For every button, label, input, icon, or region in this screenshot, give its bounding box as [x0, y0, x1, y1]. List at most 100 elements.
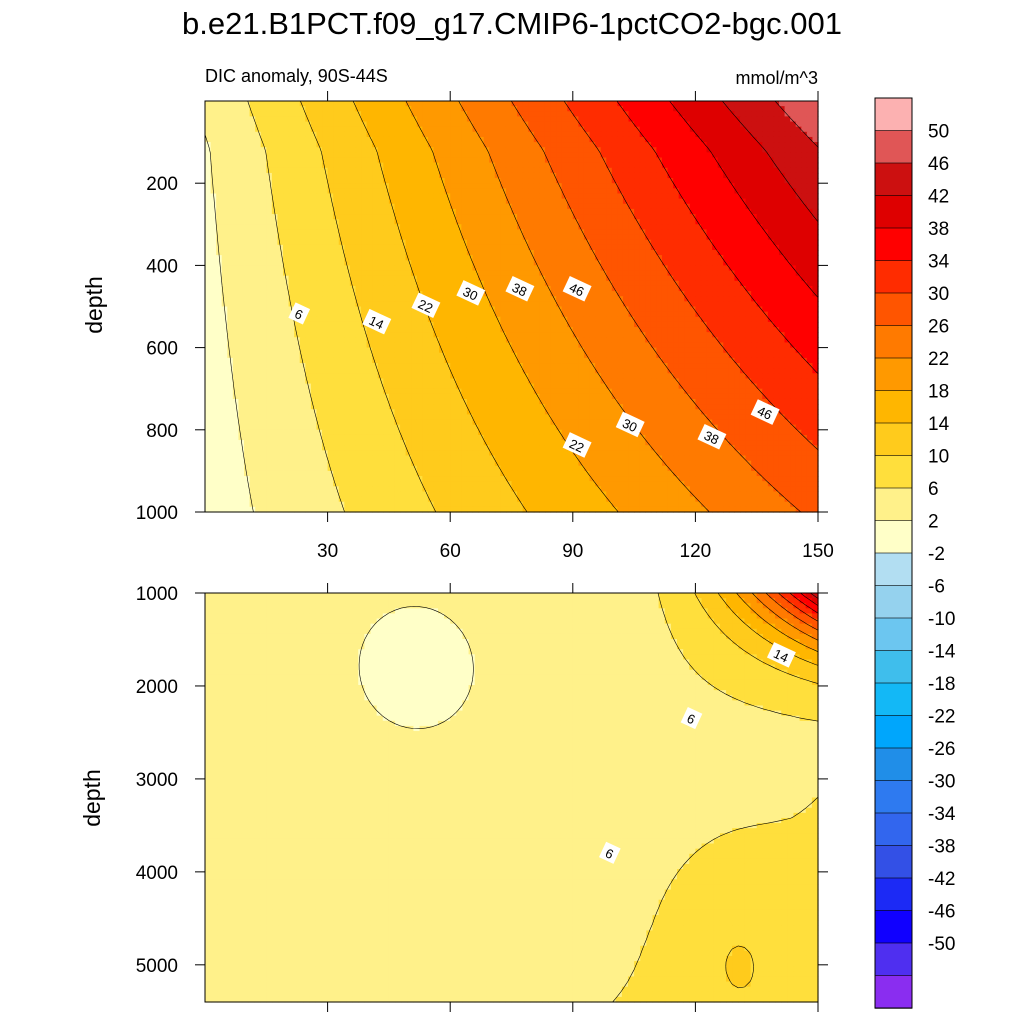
contour-cell: [790, 136, 797, 143]
contour-cell: [322, 229, 329, 236]
contour-cell: [366, 255, 373, 261]
contour-cell: [400, 203, 407, 210]
contour-cell: [439, 101, 446, 107]
contour-cell: [283, 311, 290, 318]
contour-cell: [422, 208, 429, 215]
contour-cell: [673, 116, 680, 123]
contour-cell: [377, 229, 384, 236]
contour-cell: [572, 203, 579, 210]
contour-cell: [461, 106, 468, 112]
contour-cell: [784, 116, 791, 123]
contour-cell: [294, 203, 301, 210]
contour-cell: [773, 260, 780, 266]
contour-cell: [249, 306, 256, 313]
contour-cell: [500, 239, 507, 246]
contour-cell: [322, 183, 329, 189]
contour-cell: [634, 131, 641, 138]
contour-cell: [689, 249, 696, 256]
contour-cell: [505, 178, 513, 184]
contour-cell: [801, 121, 808, 128]
contour-cell: [361, 270, 368, 277]
contour-cell: [205, 183, 212, 189]
contour-cell: [511, 136, 518, 143]
contour-cell: [366, 142, 373, 148]
contour-cell: [634, 172, 641, 179]
contour-cell: [767, 167, 775, 174]
contour-cell: [338, 106, 345, 112]
contour-cell: [249, 321, 256, 328]
contour-cell: [717, 111, 724, 118]
contour-cell: [723, 301, 730, 308]
contour-cell: [478, 147, 485, 153]
contour-cell: [227, 321, 234, 328]
contour-cell: [444, 224, 451, 231]
contour-cell: [277, 234, 284, 241]
contour-cell: [689, 301, 696, 308]
contour-cell: [461, 275, 468, 282]
contour-cell: [556, 214, 563, 220]
contour-cell: [511, 172, 518, 179]
contour-cell: [383, 234, 390, 241]
contour-cell: [422, 280, 429, 287]
contour-cell: [277, 224, 284, 231]
contour-cell: [344, 285, 351, 292]
contour-cell: [310, 234, 318, 241]
contour-cell: [700, 152, 708, 159]
contour-cell: [728, 183, 736, 189]
contour-cell: [700, 296, 708, 302]
contour-cell: [439, 332, 446, 338]
contour-cell: [232, 301, 240, 308]
contour-cell: [310, 203, 318, 210]
contour-cell: [801, 188, 808, 195]
contour-cell: [756, 203, 763, 210]
contour-cell: [216, 219, 223, 225]
contour-cell: [316, 285, 323, 292]
contour-cell: [366, 121, 373, 128]
contour-cell: [806, 265, 814, 272]
contour-cell: [394, 126, 401, 133]
contour-cell: [628, 116, 635, 123]
contour-cell: [444, 311, 451, 318]
contour-cell: [333, 291, 340, 297]
contour-cell: [661, 229, 669, 236]
contour-cell: [756, 106, 763, 112]
contour-cell: [294, 208, 301, 215]
contour-cell: [728, 106, 736, 112]
contour-cell: [561, 234, 568, 241]
contour-cell: [528, 157, 535, 164]
contour-cell: [583, 229, 591, 236]
contour-cell: [517, 178, 524, 184]
contour-cell: [773, 306, 780, 313]
contour-cell: [344, 332, 351, 338]
contour-cell: [617, 142, 624, 148]
contour-cell: [572, 188, 579, 195]
contour-cell: [600, 260, 607, 266]
contour-cell: [489, 147, 496, 153]
contour-cell: [561, 219, 568, 225]
contour-cell: [784, 224, 791, 231]
contour-cell: [244, 327, 251, 333]
contour-cell: [539, 147, 546, 153]
contour-cell: [450, 172, 457, 179]
contour-cell: [739, 126, 747, 133]
contour-cell: [260, 147, 267, 153]
contour-cell: [544, 208, 552, 215]
contour-cell: [695, 157, 702, 164]
contour-cell: [606, 280, 613, 287]
contour-cell: [678, 255, 685, 261]
contour-cell: [734, 249, 741, 256]
contour-cell: [427, 142, 435, 148]
contour-cell: [762, 193, 769, 200]
contour-cell: [751, 121, 758, 128]
contour-cell: [322, 142, 329, 148]
contour-cell: [661, 244, 669, 251]
contour-cell: [567, 214, 574, 220]
contour-cell: [611, 239, 618, 246]
contour-cell: [266, 183, 273, 189]
contour-cell: [249, 327, 256, 333]
contour-cell: [355, 301, 362, 308]
contour-cell: [528, 306, 535, 313]
contour-cell: [784, 172, 791, 179]
contour-cell: [322, 301, 329, 308]
contour-cell: [478, 280, 485, 287]
